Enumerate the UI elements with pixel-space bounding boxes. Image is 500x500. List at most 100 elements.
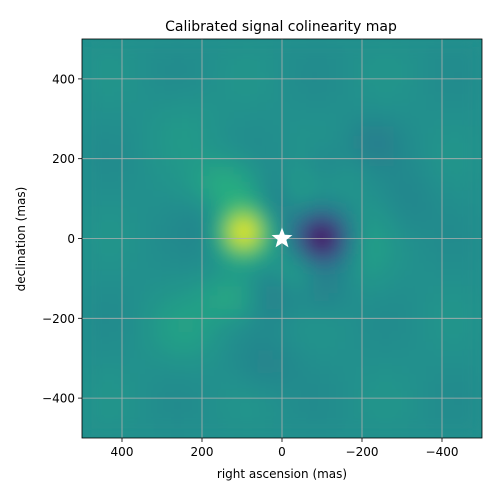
heatmap-cell — [193, 333, 203, 343]
heatmap-cell — [225, 134, 235, 144]
heatmap-cell — [161, 413, 171, 423]
heatmap-cell — [385, 373, 395, 383]
heatmap-cell — [225, 198, 235, 208]
heatmap-cell — [345, 78, 355, 88]
heatmap-cell — [377, 94, 387, 104]
heatmap-cell — [129, 54, 139, 64]
heatmap-cell — [369, 222, 379, 232]
heatmap-cell — [265, 349, 275, 359]
heatmap-cell — [257, 46, 267, 56]
heatmap-cell — [185, 333, 195, 343]
heatmap-cell — [129, 381, 139, 391]
heatmap-cell — [89, 174, 99, 184]
heatmap-cell — [313, 365, 323, 375]
heatmap-cell — [105, 341, 115, 351]
heatmap-cell — [209, 301, 219, 311]
heatmap-cell — [217, 70, 227, 80]
heatmap-cell — [321, 373, 331, 383]
heatmap-cell — [225, 309, 235, 319]
heatmap-cell — [129, 397, 139, 407]
heatmap-cell — [473, 349, 482, 359]
heatmap-cell — [433, 301, 443, 311]
heatmap-cell — [473, 182, 482, 192]
heatmap-cell — [161, 54, 171, 64]
heatmap-cell — [393, 46, 403, 56]
heatmap-cell — [305, 317, 315, 327]
heatmap-cell — [209, 389, 219, 399]
heatmap-cell — [409, 158, 419, 168]
heatmap-cell — [217, 253, 227, 263]
heatmap-cell — [105, 325, 115, 335]
heatmap-cell — [385, 174, 395, 184]
heatmap-cell — [225, 86, 235, 96]
heatmap-cell — [337, 397, 347, 407]
heatmap-cell — [409, 102, 419, 112]
heatmap-cell — [217, 86, 227, 96]
heatmap-cell — [457, 190, 467, 200]
heatmap-cell — [337, 317, 347, 327]
heatmap-cell — [465, 405, 475, 415]
heatmap-cell — [121, 277, 131, 287]
heatmap-cell — [337, 253, 347, 263]
heatmap-cell — [297, 158, 307, 168]
heatmap-cell — [321, 222, 331, 232]
heatmap-cell — [385, 301, 395, 311]
heatmap-cell — [385, 365, 395, 375]
heatmap-cell — [329, 102, 339, 112]
heatmap-cell — [129, 333, 139, 343]
heatmap-cell — [153, 206, 163, 216]
heatmap-cell — [385, 293, 395, 303]
heatmap-cell — [353, 333, 363, 343]
heatmap-cell — [457, 253, 467, 263]
heatmap-cell — [401, 78, 411, 88]
heatmap-cell — [377, 39, 387, 48]
heatmap-cell — [82, 190, 91, 200]
heatmap-cell — [129, 261, 139, 271]
heatmap-cell — [449, 389, 459, 399]
heatmap-cell — [401, 341, 411, 351]
heatmap-cell — [289, 405, 299, 415]
heatmap-cell — [201, 317, 211, 327]
heatmap-cell — [121, 301, 131, 311]
heatmap-cell — [361, 405, 371, 415]
heatmap-cell — [233, 222, 243, 232]
heatmap-cell — [409, 261, 419, 271]
heatmap-cell — [337, 222, 347, 232]
heatmap-cell — [321, 206, 331, 216]
heatmap-cell — [377, 373, 387, 383]
heatmap-cell — [233, 158, 243, 168]
heatmap-cell — [401, 222, 411, 232]
heatmap-cell — [433, 166, 443, 176]
heatmap-cell — [465, 317, 475, 327]
heatmap-cell — [177, 102, 187, 112]
heatmap-cell — [273, 70, 283, 80]
heatmap-cell — [353, 357, 363, 367]
heatmap-cell — [105, 421, 115, 431]
heatmap-cell — [161, 134, 171, 144]
heatmap-cell — [337, 174, 347, 184]
heatmap-cell — [361, 381, 371, 391]
heatmap-cell — [337, 405, 347, 415]
heatmap-cell — [249, 158, 259, 168]
heatmap-cell — [225, 166, 235, 176]
heatmap-cell — [249, 174, 259, 184]
heatmap-cell — [425, 421, 435, 431]
heatmap-cell — [337, 62, 347, 72]
heatmap-cell — [129, 365, 139, 375]
heatmap-cell — [153, 309, 163, 319]
heatmap-cell — [425, 190, 435, 200]
heatmap-cell — [97, 222, 107, 232]
heatmap-cell — [153, 174, 163, 184]
heatmap-cell — [97, 78, 107, 88]
heatmap-cell — [257, 150, 267, 160]
marker-layer — [271, 227, 293, 248]
heatmap-cell — [473, 381, 482, 391]
heatmap-cell — [153, 245, 163, 255]
heatmap-cell — [305, 206, 315, 216]
heatmap-cell — [449, 341, 459, 351]
heatmap-cell — [297, 405, 307, 415]
heatmap-cell — [313, 174, 323, 184]
heatmap-cell — [233, 349, 243, 359]
heatmap-cell — [353, 166, 363, 176]
heatmap-cell — [409, 269, 419, 279]
